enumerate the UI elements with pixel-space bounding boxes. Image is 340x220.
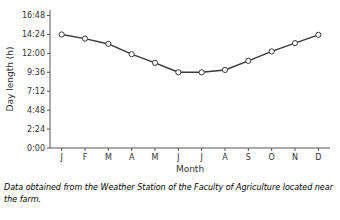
chart: 0:00 2:24 4:48 7:12 9:36 12:00 14:24 16:48 J F M A M… [0, 0, 340, 220]
x-tick [271, 148, 272, 151]
line [62, 34, 319, 72]
x-axis-label: Month [176, 164, 204, 174]
x-tick-label: M [152, 153, 159, 162]
y-tick-label: 2:24 [27, 125, 45, 134]
point [129, 52, 134, 57]
x-tick [85, 148, 86, 151]
y-tick-label: 12:00 [22, 49, 45, 58]
x-tick-label: D [315, 153, 321, 162]
x-tick [318, 148, 319, 151]
y-tick [47, 91, 50, 92]
x-axis-line [50, 148, 330, 149]
point [292, 41, 297, 46]
y-tick [47, 15, 50, 16]
x-tick [178, 148, 179, 151]
x-tick-label: M [105, 153, 112, 162]
plot-area [59, 32, 321, 75]
y-tick-label: 4:48 [27, 106, 45, 115]
point [176, 70, 181, 75]
x-tick-label: F [83, 153, 88, 162]
x-tick-label: S [246, 153, 251, 162]
y-axis-label: Day length (h) [5, 47, 15, 112]
y-tick [47, 72, 50, 73]
x-tick-label: A [129, 153, 135, 162]
caption: the farm. [4, 195, 41, 204]
y-tick [47, 148, 50, 149]
y-axis-line [50, 10, 51, 148]
x-tick-label: N [292, 153, 298, 162]
x-tick [295, 148, 296, 151]
y-tick [47, 129, 50, 130]
caption: Data obtained from the Weather Station o… [4, 183, 334, 192]
x-tick [155, 148, 156, 151]
x-tick-label: O [269, 153, 275, 162]
point [152, 60, 157, 65]
y-tick-label: 9:36 [27, 68, 45, 77]
x-tick-label: A [222, 153, 228, 162]
x-tick [201, 148, 202, 151]
point [106, 41, 111, 46]
y-tick-label: 14:24 [22, 30, 45, 39]
x-tick [248, 148, 249, 151]
y-tick [47, 34, 50, 35]
y-tick-label: 0:00 [27, 144, 45, 153]
y-tick [47, 53, 50, 54]
x-tick [61, 148, 62, 151]
point [246, 58, 251, 63]
point [59, 32, 64, 37]
y-tick-label: 16:48 [22, 11, 45, 20]
point [269, 49, 274, 54]
x-tick-label: J [176, 153, 179, 162]
x-tick [225, 148, 226, 151]
point [82, 36, 87, 41]
y-tick [47, 110, 50, 111]
point [222, 67, 227, 72]
x-tick-label: J [59, 153, 62, 162]
x-tick-label: J [199, 153, 202, 162]
x-tick [108, 148, 109, 151]
y-tick-label: 7:12 [27, 87, 45, 96]
point [199, 70, 204, 75]
x-tick [131, 148, 132, 151]
point [316, 32, 321, 37]
